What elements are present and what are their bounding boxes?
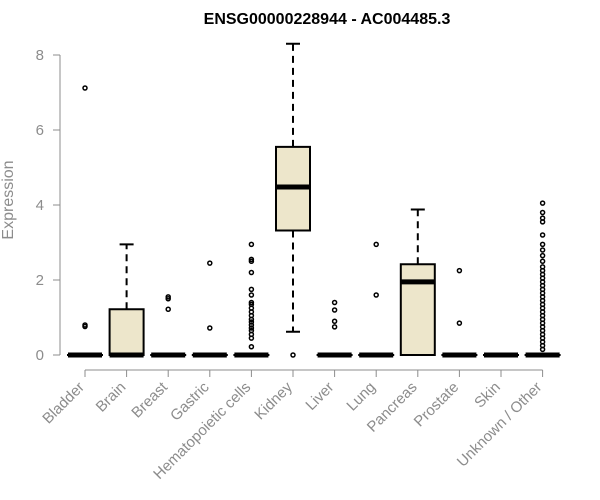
x-tick-label: Brain xyxy=(93,379,130,416)
box-kidney xyxy=(275,42,311,358)
outlier-point xyxy=(373,292,379,298)
box-bladder xyxy=(67,85,103,358)
outlier-point xyxy=(248,335,255,341)
box-prostate xyxy=(441,267,478,358)
box-body xyxy=(108,308,145,356)
outlier-point xyxy=(248,258,255,264)
outlier-point xyxy=(248,241,255,248)
outlier-point xyxy=(539,247,546,253)
x-tick-label: Bladder xyxy=(39,379,88,428)
outlier-point xyxy=(248,269,255,276)
outlier-point xyxy=(539,219,546,225)
x-tick-label: Lung xyxy=(343,379,379,415)
y-axis: 0 2 4 6 8 xyxy=(36,47,61,364)
box-unknown-other xyxy=(524,200,561,358)
outlier-point xyxy=(456,267,463,274)
chart-title: ENSG00000228944 - AC004485.3 xyxy=(204,11,451,28)
outlier-point xyxy=(165,296,171,302)
y-tick-label: 8 xyxy=(36,47,44,64)
y-tick-label: 2 xyxy=(36,272,44,289)
outlier-point xyxy=(456,320,463,326)
x-tick-label: Liver xyxy=(302,379,337,414)
outlier-point xyxy=(539,241,546,248)
box-series xyxy=(67,42,561,358)
outlier-point xyxy=(248,344,255,350)
outlier-point xyxy=(82,323,88,330)
y-axis-label: Expression xyxy=(0,160,17,239)
outlier-point xyxy=(539,258,546,264)
outlier-point xyxy=(207,260,213,266)
outlier-point xyxy=(248,322,255,328)
box-brain xyxy=(108,243,145,358)
box-liver xyxy=(316,299,353,358)
y-tick-label: 6 xyxy=(36,122,44,139)
box-gastric xyxy=(191,260,228,358)
box-body xyxy=(399,263,436,356)
outlier-point xyxy=(248,316,255,323)
x-tick-label: Prostate xyxy=(411,379,463,431)
y-tick-label: 4 xyxy=(36,197,44,214)
x-tick-label: Skin xyxy=(471,379,504,412)
outlier-point xyxy=(248,292,255,298)
outlier-point xyxy=(290,352,296,358)
outlier-point xyxy=(539,232,546,238)
outlier-point xyxy=(165,306,171,312)
box-breast xyxy=(150,294,187,358)
outlier-point xyxy=(82,85,88,91)
outlier-point xyxy=(331,324,338,330)
outlier-point xyxy=(331,299,338,306)
outlier-point xyxy=(539,346,546,353)
outlier-point xyxy=(248,325,255,331)
box-lung xyxy=(358,241,395,358)
outlier-point xyxy=(539,252,546,259)
outlier-point xyxy=(539,200,546,206)
y-tick-label: 0 xyxy=(36,347,44,364)
x-tick-label: Kidney xyxy=(251,378,296,423)
outlier-point xyxy=(373,241,379,248)
x-tick-label: Breast xyxy=(128,378,171,421)
outlier-point xyxy=(539,209,546,216)
outlier-point xyxy=(331,307,338,313)
outlier-point xyxy=(331,318,338,324)
outlier-point xyxy=(248,286,255,293)
outlier-point xyxy=(207,325,213,331)
box-hematopoietic-cells xyxy=(233,241,270,358)
outlier-point xyxy=(248,319,255,325)
box-pancreas xyxy=(399,208,436,356)
